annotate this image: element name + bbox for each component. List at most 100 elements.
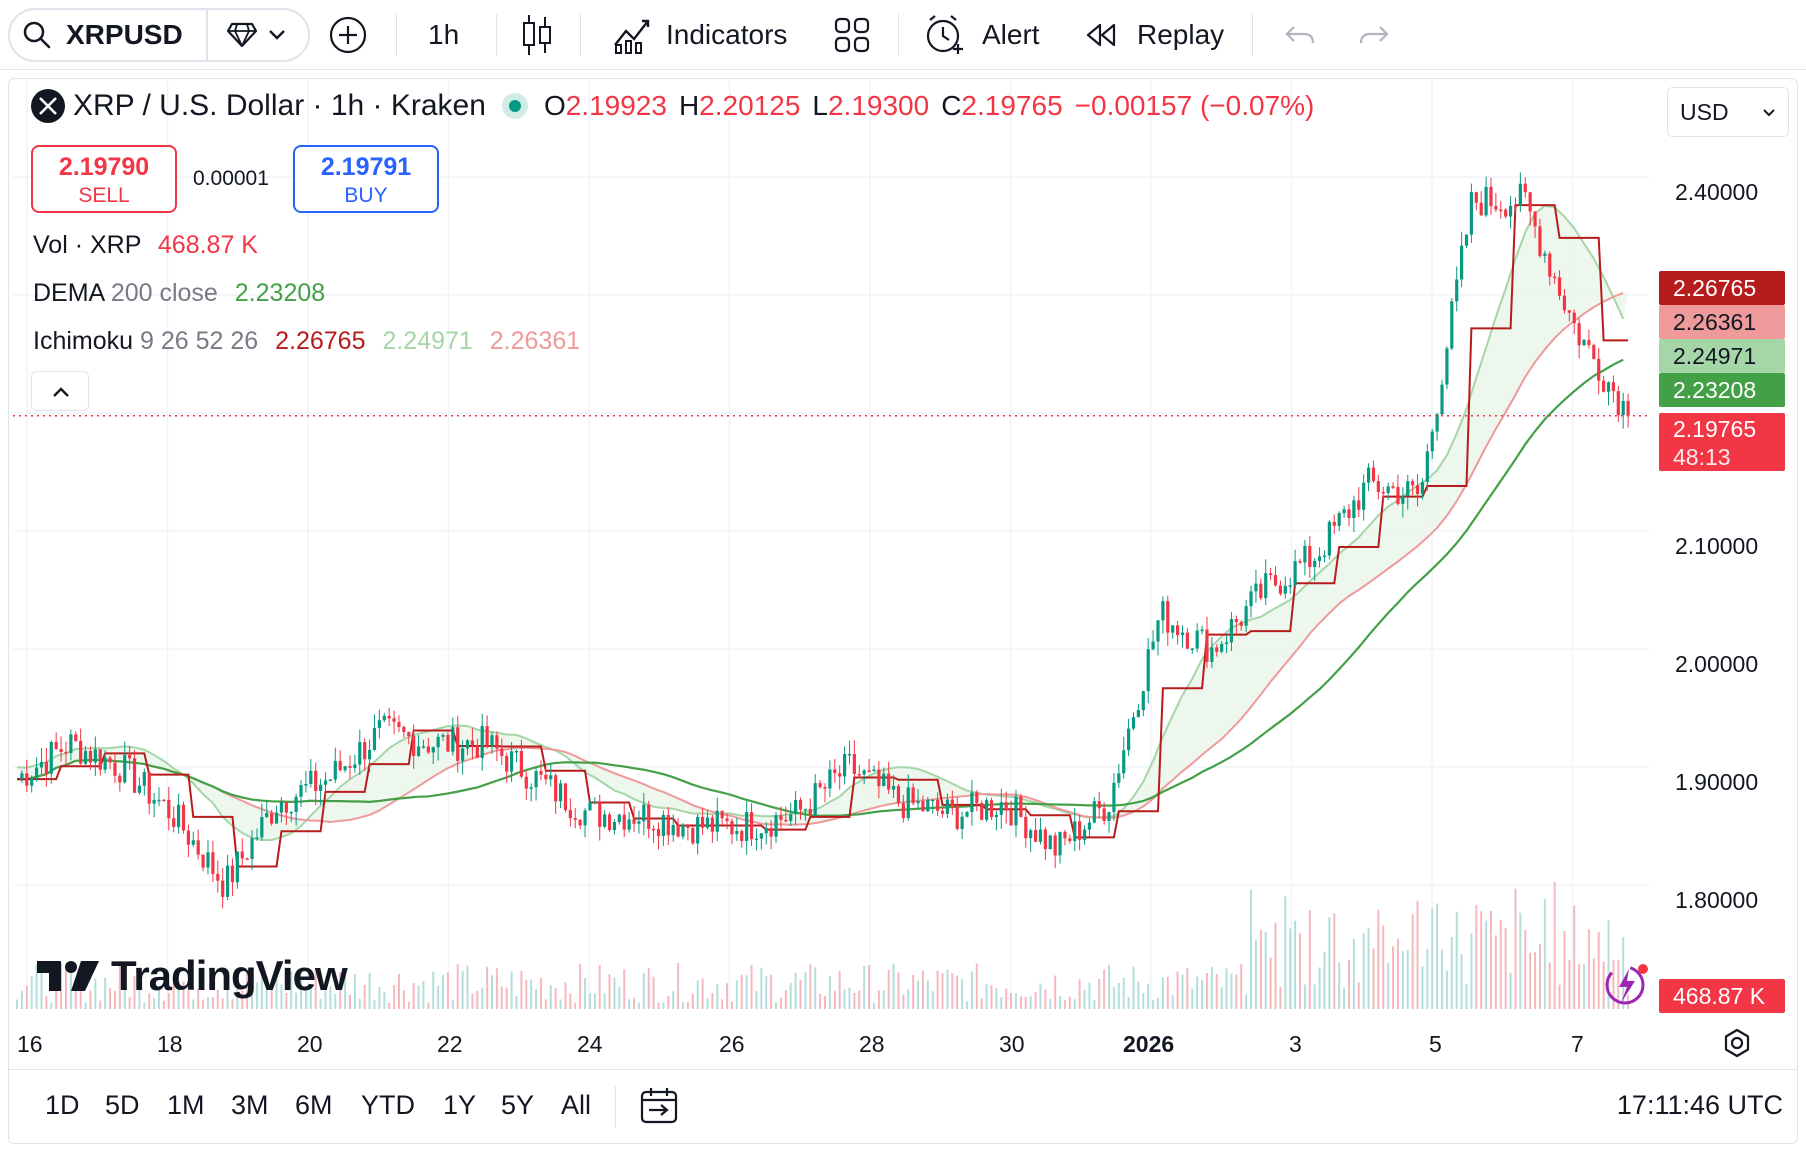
interval-button[interactable]: 1h	[428, 19, 460, 50]
candle-body	[1092, 801, 1096, 823]
candle-body	[696, 816, 700, 844]
search-icon[interactable]	[22, 0, 52, 70]
tradingview-logo[interactable]: TradingView	[35, 949, 348, 1003]
goto-date-icon[interactable]	[639, 1086, 679, 1131]
volume-bar	[1112, 986, 1115, 1009]
range-5d-button[interactable]: 5D	[105, 1090, 140, 1120]
volume-bar	[598, 965, 601, 1009]
range-5y-button[interactable]: 5Y	[501, 1090, 535, 1120]
symbol-search-box[interactable]	[8, 8, 310, 62]
candle-body	[671, 825, 675, 836]
chart-panel[interactable]: XRP / U.S. Dollar · 1h · Kraken O 2.1992…	[8, 78, 1798, 1144]
ichimoku-legend[interactable]: Ichimoku 9 26 52 26 2.26765 2.24971 2.26…	[33, 327, 580, 356]
layout-grid-icon[interactable]	[834, 0, 870, 70]
candle-body	[891, 786, 896, 790]
candle-body	[549, 775, 553, 780]
range-1d-button[interactable]: 1D	[45, 1090, 80, 1120]
candle-body	[265, 813, 269, 818]
volume-legend[interactable]: Vol · XRP 468.87 K	[33, 231, 258, 260]
candle-body	[397, 721, 401, 727]
indicators-icon[interactable]	[612, 0, 652, 70]
volume-bar	[1426, 948, 1429, 1009]
range-ytd-button[interactable]: YTD	[361, 1090, 415, 1120]
candle-body	[338, 760, 342, 771]
volume-bar	[451, 999, 454, 1009]
redo-icon[interactable]	[1358, 0, 1390, 70]
candle-body	[617, 814, 621, 823]
collapse-legend-button[interactable]	[31, 371, 89, 411]
undo-icon[interactable]	[1284, 0, 1316, 70]
volume-bar	[858, 990, 861, 1009]
range-1y-button[interactable]: 1Y	[443, 1090, 477, 1120]
volume-bar	[1049, 998, 1052, 1009]
symbol-title[interactable]: XRP / U.S. Dollar · 1h · Kraken	[73, 89, 486, 122]
candle-body	[1288, 585, 1292, 587]
volume-bar	[877, 990, 880, 1009]
volume-bar	[569, 993, 572, 1009]
volume-bar	[789, 982, 792, 1009]
buy-button[interactable]: 2.19791 BUY	[293, 145, 439, 213]
currency-select[interactable]: USD	[1667, 87, 1789, 137]
add-symbol-icon[interactable]	[328, 0, 368, 70]
candle-body	[177, 804, 181, 827]
candle-body	[1082, 829, 1087, 840]
price-chart[interactable]	[9, 79, 1798, 1069]
range-all-button[interactable]: All	[561, 1090, 592, 1120]
volume-bar	[608, 974, 611, 1009]
volume-bar	[917, 980, 920, 1009]
lightning-magic-icon[interactable]	[1599, 961, 1655, 1014]
candle-body	[700, 816, 705, 828]
candle-body	[607, 814, 612, 831]
volume-bar	[779, 997, 782, 1009]
candle-body	[1190, 648, 1194, 651]
indicators-button[interactable]: Indicators	[666, 19, 788, 50]
sell-button[interactable]: 2.19790 SELL	[31, 145, 177, 213]
dema-legend[interactable]: DEMA 200 close 2.23208	[33, 279, 325, 308]
volume-bar	[123, 979, 126, 1009]
candle-body	[916, 800, 920, 804]
last-price-value: 2.19765	[1673, 416, 1757, 442]
volume-bar	[853, 993, 856, 1009]
volume-bar	[270, 988, 273, 1009]
candle-body	[1504, 209, 1508, 217]
candle-body	[451, 727, 455, 752]
chevron-down-icon[interactable]	[268, 0, 286, 70]
alert-clock-icon[interactable]	[924, 0, 966, 70]
chart-settings-icon[interactable]	[1721, 1027, 1753, 1064]
range-1m-button[interactable]: 1M	[167, 1090, 205, 1120]
candle-body	[1038, 829, 1043, 842]
utc-clock[interactable]: 17:11:46 UTC	[1616, 1090, 1783, 1120]
range-6m-button[interactable]: 6M	[295, 1090, 333, 1120]
candle-body	[456, 727, 460, 761]
replay-button[interactable]: Replay	[1137, 19, 1225, 50]
symbol-name[interactable]: XRPUSD	[66, 19, 183, 50]
volume-bar	[1357, 982, 1360, 1009]
range-3m-button[interactable]: 3M	[231, 1090, 269, 1120]
volume-bar	[1108, 964, 1111, 1009]
volume-bar	[285, 992, 288, 1009]
candle-body	[1567, 310, 1571, 313]
bottom-bar: 1D 5D 1M 3M 6M YTD 1Y 5Y All 17:11:46 UT…	[9, 1069, 1797, 1143]
volume-bar	[1152, 1000, 1155, 1009]
replay-icon[interactable]	[1084, 0, 1118, 70]
diamond-icon[interactable]	[226, 0, 258, 70]
candle-body	[1073, 821, 1077, 842]
alert-button[interactable]: Alert	[982, 19, 1040, 50]
volume-bar	[897, 972, 900, 1009]
volume-bar	[412, 983, 415, 1009]
volume-bar	[662, 1002, 665, 1009]
volume-bar	[476, 990, 479, 1009]
candles-icon[interactable]	[520, 0, 554, 70]
volume-bar	[334, 994, 337, 1009]
volume-bar	[45, 996, 48, 1009]
candle-body	[225, 865, 230, 897]
volume-bar	[775, 1002, 778, 1009]
candle-body	[1626, 400, 1630, 416]
volume-bar	[1343, 987, 1346, 1009]
candle-body	[235, 851, 239, 883]
volume-bar	[109, 988, 112, 1009]
candle-body	[1014, 796, 1018, 826]
candle-body	[789, 814, 793, 821]
volume-bar	[995, 987, 998, 1009]
candle-body	[940, 810, 945, 814]
